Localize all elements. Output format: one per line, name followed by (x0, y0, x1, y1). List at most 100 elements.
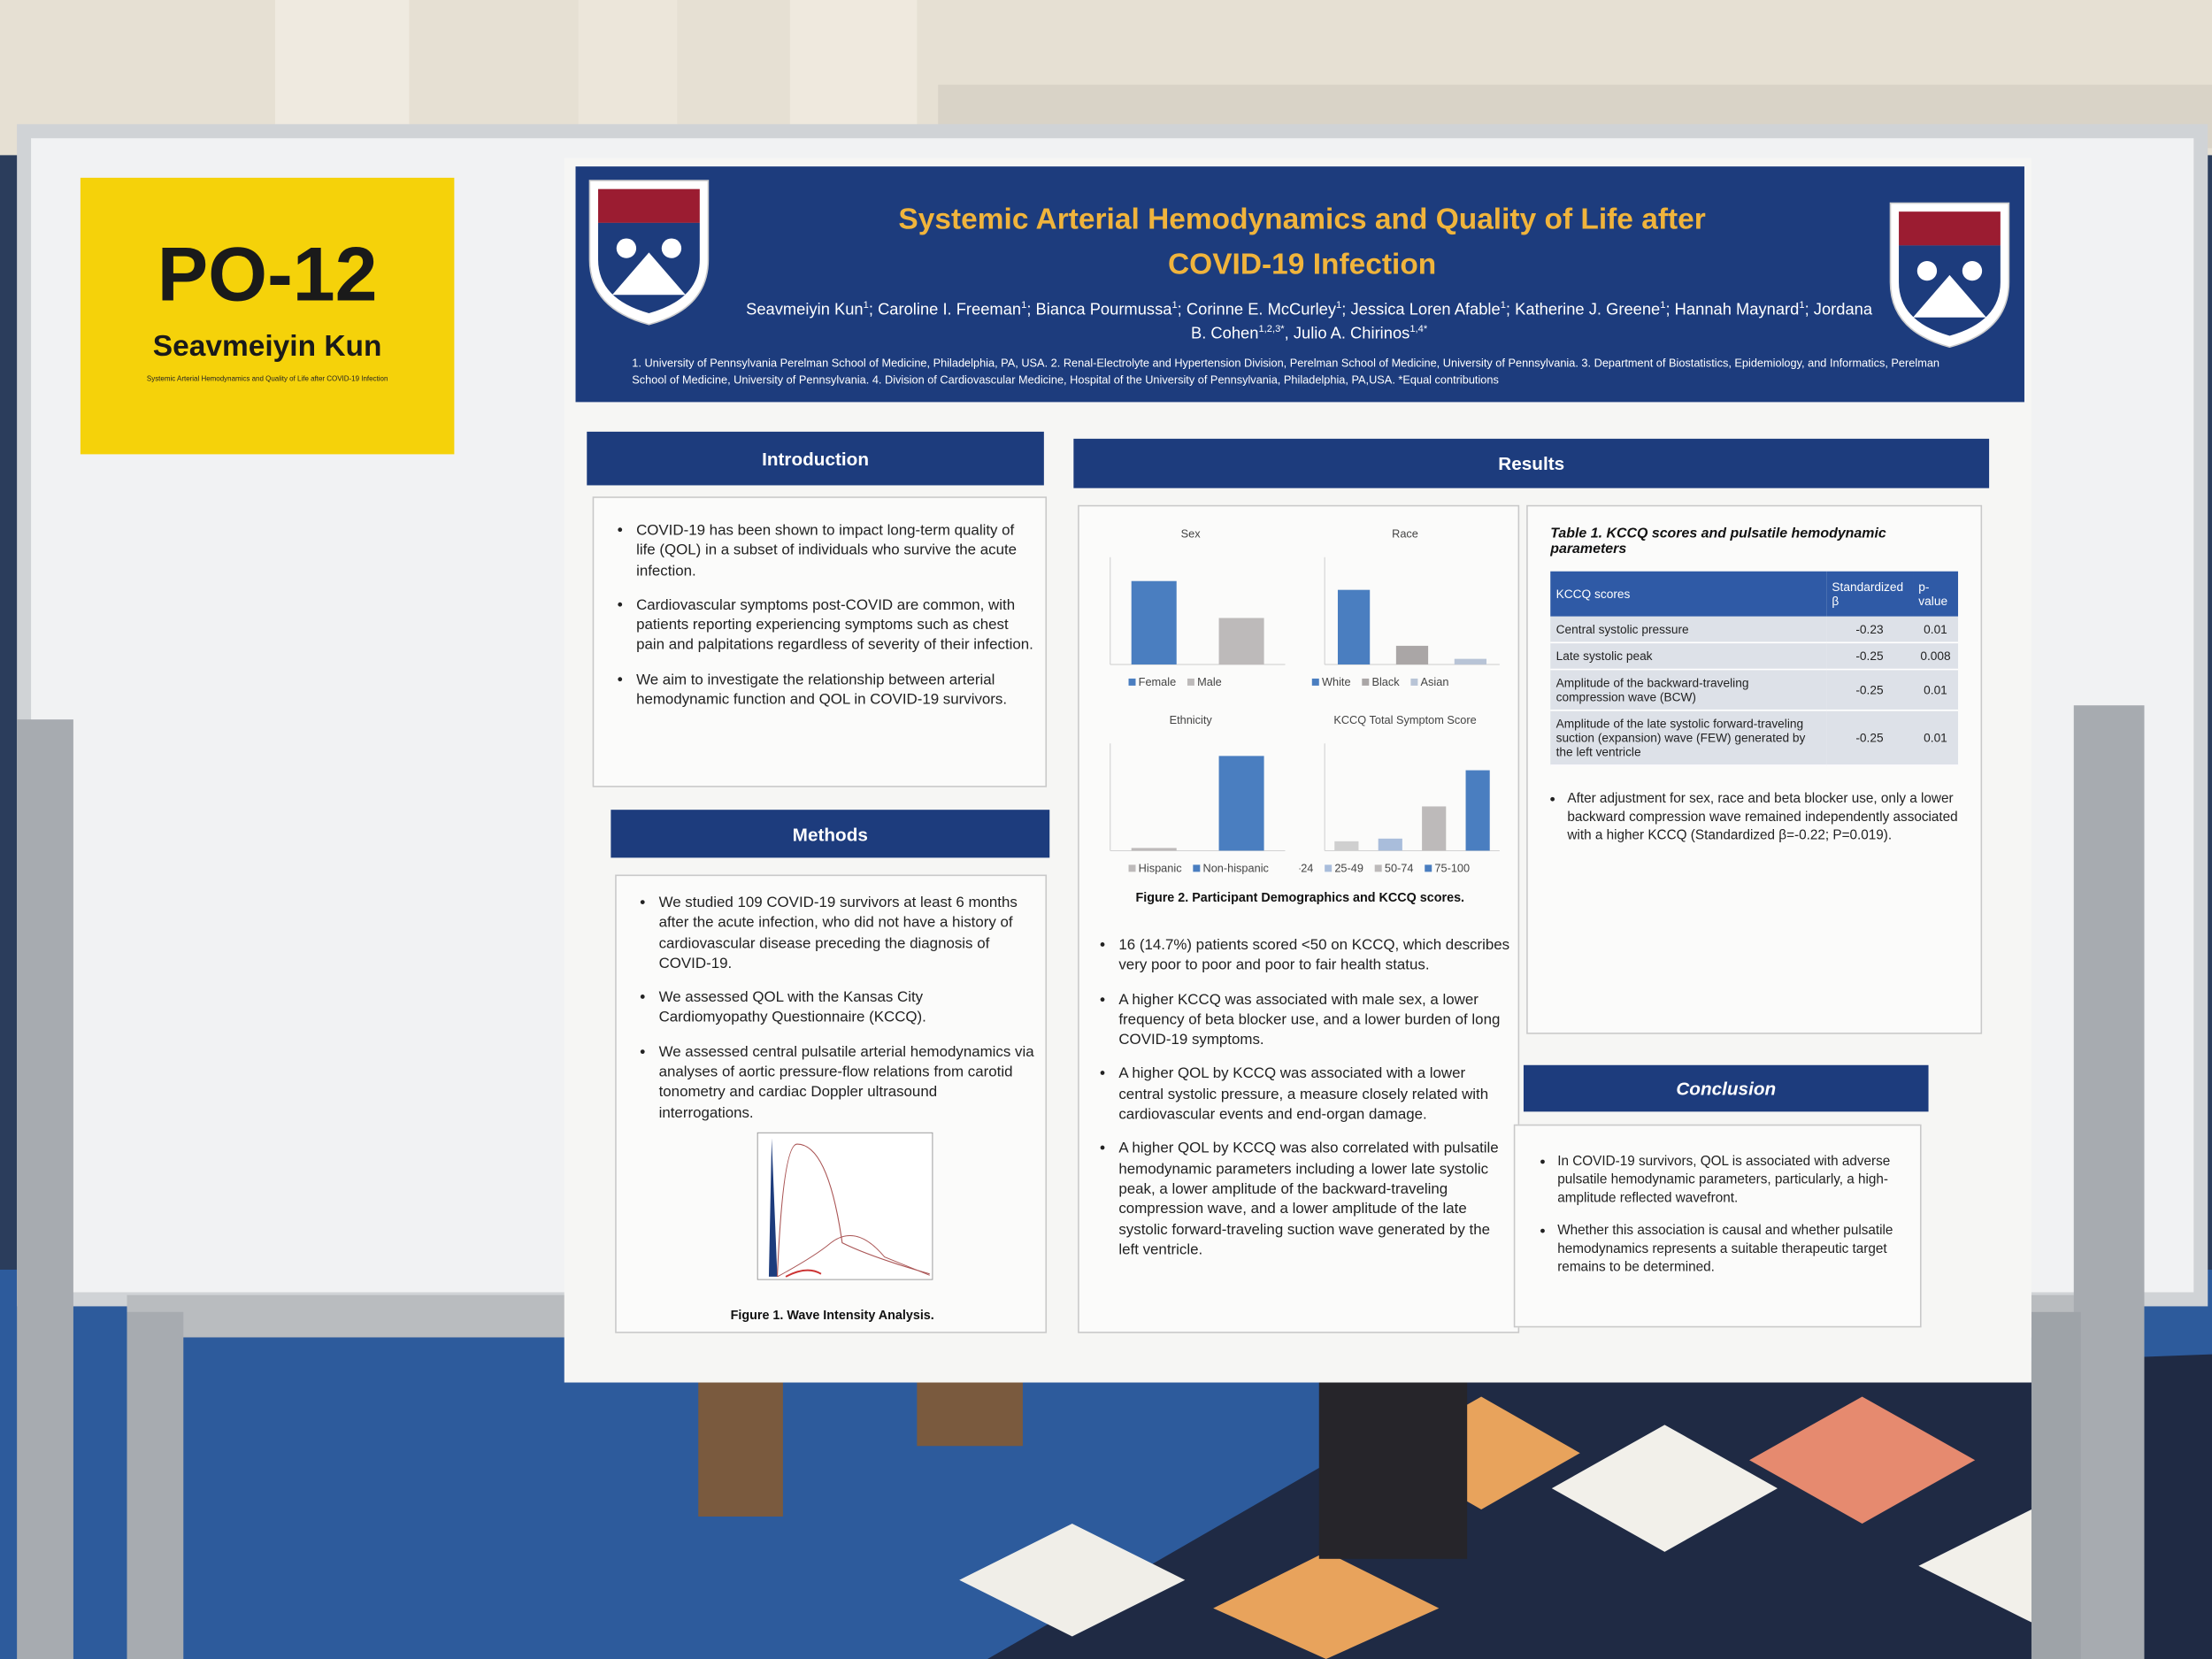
legend-swatch (1362, 678, 1370, 686)
author-affiliation: 1 (1171, 300, 1178, 311)
table-cell: -0.25 (1826, 669, 1913, 711)
chart-title: KCCQ Total Symptom Score (1333, 713, 1476, 726)
bar (1337, 589, 1371, 664)
poster-title: Systemic Arterial Hemodynamics and Quali… (898, 203, 1706, 280)
legend-label: Female (1139, 675, 1177, 688)
sign-subtitle: Systemic Arterial Hemodynamics and Quali… (146, 375, 388, 384)
table-note: After adjustment for sex, race and beta … (1550, 791, 1958, 846)
legend-swatch (1425, 864, 1432, 872)
legend-label: Non-hispanic (1203, 861, 1270, 874)
legend-label: 50-74 (1385, 861, 1414, 874)
authors: Seavmeiyin Kun1; Caroline I. Freeman1; B… (745, 299, 1874, 348)
legend-swatch (1193, 864, 1201, 872)
bar (1131, 848, 1177, 851)
bullet-list: In COVID-19 survivors, QOL is associated… (1526, 1154, 1909, 1278)
bullet: We studied 109 COVID-19 survivors at lea… (659, 893, 1034, 973)
table-cell: Amplitude of the late systolic forward-t… (1550, 710, 1827, 766)
poster-header: Systemic Arterial Hemodynamics and Quali… (575, 166, 2024, 403)
legend-label: 25-49 (1334, 861, 1363, 874)
table-row: Central systolic pressure -0.23 0.01 (1550, 616, 1959, 644)
author-separator: ; (1341, 302, 1347, 319)
column-header: Standardized β (1826, 571, 1913, 617)
table-cell: -0.25 (1826, 710, 1913, 766)
bar (1218, 756, 1264, 851)
table-cell: -0.25 (1826, 642, 1913, 671)
bar-chart: Race White Black Asian (1311, 526, 1500, 688)
author-name: Caroline I. Freeman (878, 302, 1022, 319)
legend-label: White (1322, 675, 1351, 688)
penn-shield (588, 180, 710, 326)
author-separator: ; (1177, 302, 1182, 319)
bullet: We assessed QOL with the Kansas City Car… (659, 987, 1034, 1028)
author-affiliation: 1 (1500, 300, 1506, 311)
bullet: A higher KCCQ was associated with male s… (1118, 990, 1510, 1050)
table-row: Amplitude of the backward-traveling comp… (1550, 669, 1959, 711)
author-separator: ; (1665, 302, 1671, 319)
author-affiliation: 1,4* (1409, 325, 1428, 335)
legend-swatch (1311, 678, 1319, 686)
legend-label: Male (1197, 675, 1222, 688)
chart-title: Race (1392, 526, 1418, 540)
results-figure-box: Sex Female Male Race White Black Asian Ethnicit… (1078, 504, 1520, 1333)
bullet: 16 (14.7%) patients scored <50 on KCCQ, … (1118, 935, 1510, 976)
table-header: KCCQ scores Standardized β p-value (1550, 571, 1959, 617)
presenter-name: Seavmeiyin Kun (152, 330, 382, 363)
author-name: Jessica Loren Afable (1350, 302, 1501, 319)
table-cell: Amplitude of the backward-traveling comp… (1550, 669, 1827, 711)
table-cell: Central systolic pressure (1550, 616, 1827, 644)
section-heading: Conclusion (1523, 1064, 1929, 1112)
legend-label: Asian (1421, 675, 1449, 688)
legend-label: 0-24 (1299, 861, 1313, 874)
author-name: Jordana B. Cohen (1190, 302, 1873, 343)
section-heading: Methods (611, 810, 1050, 858)
section-heading: Introduction (587, 431, 1044, 486)
poster: Systemic Arterial Hemodynamics and Quali… (564, 157, 2032, 1383)
bar-chart: KCCQ Total Symptom Score 0-24 25-49 50-74 75… (1299, 713, 1500, 874)
author-separator: ; (868, 302, 873, 319)
bullet: COVID-19 has been shown to impact long-t… (636, 520, 1034, 580)
bar (1218, 618, 1264, 664)
results-table: KCCQ scores Standardized β p-value Central … (1550, 571, 1959, 766)
results-text: 16 (14.7%) patients scored <50 on KCCQ, … (1087, 935, 1510, 1274)
legend-label: 75-100 (1434, 861, 1470, 874)
poster-number-sign: PO-12 Seavmeiyin Kun Systemic Arterial H… (80, 177, 455, 455)
legend-swatch (1325, 864, 1333, 872)
table-box: Table 1. KCCQ scores and pulsatile hemod… (1526, 504, 1983, 1034)
bar (1422, 806, 1447, 851)
wave-intensity-figure (757, 1132, 933, 1280)
table-row: Late systolic peak -0.25 0.008 (1550, 642, 1959, 671)
bar (1131, 580, 1177, 664)
author-separator: ; (1505, 302, 1511, 319)
author-separator: , (1284, 326, 1289, 343)
legend-label: Black (1371, 675, 1400, 688)
conclusion-box: In COVID-19 survivors, QOL is associated… (1513, 1124, 1922, 1328)
table-cell: 0.01 (1912, 616, 1959, 644)
bullet: We aim to investigate the relationship b… (636, 670, 1034, 710)
bullet: In COVID-19 survivors, QOL is associated… (1557, 1154, 1909, 1209)
author-name: Corinne E. McCurley (1186, 302, 1337, 319)
author-affiliation: 1 (863, 300, 869, 311)
figure-2: Sex Female Male Race White Black Asian Ethnicit… (1085, 524, 1515, 891)
bullet: Cardiovascular symptoms post-COVID are c… (636, 595, 1034, 656)
author-affiliation: 1 (1799, 300, 1805, 311)
affiliations: 1. University of Pennsylvania Perelman S… (632, 357, 1940, 387)
author-affiliation: 1,2,3* (1258, 325, 1285, 335)
table-cell: Late systolic peak (1550, 642, 1827, 671)
bar (1395, 645, 1429, 664)
bar (1378, 838, 1402, 851)
table-cell: -0.23 (1826, 616, 1913, 644)
bullet: After adjustment for sex, race and beta … (1567, 791, 1958, 846)
author-affiliation: 1 (1660, 300, 1666, 311)
author-name: Seavmeiyin Kun (746, 302, 864, 319)
bullet: A higher QOL by KCCQ was associated with… (1118, 1064, 1510, 1125)
table-row: Amplitude of the late systolic forward-t… (1550, 710, 1959, 766)
section-heading: Results (1073, 438, 1990, 488)
author-separator: ; (1804, 302, 1809, 319)
legend-swatch (1410, 678, 1418, 686)
bar (1454, 658, 1487, 664)
author-name: Bianca Pourmussa (1035, 302, 1172, 319)
bar-chart: Sex Female Male (1110, 526, 1286, 688)
bar (1465, 770, 1490, 851)
legend-swatch (1128, 864, 1136, 872)
